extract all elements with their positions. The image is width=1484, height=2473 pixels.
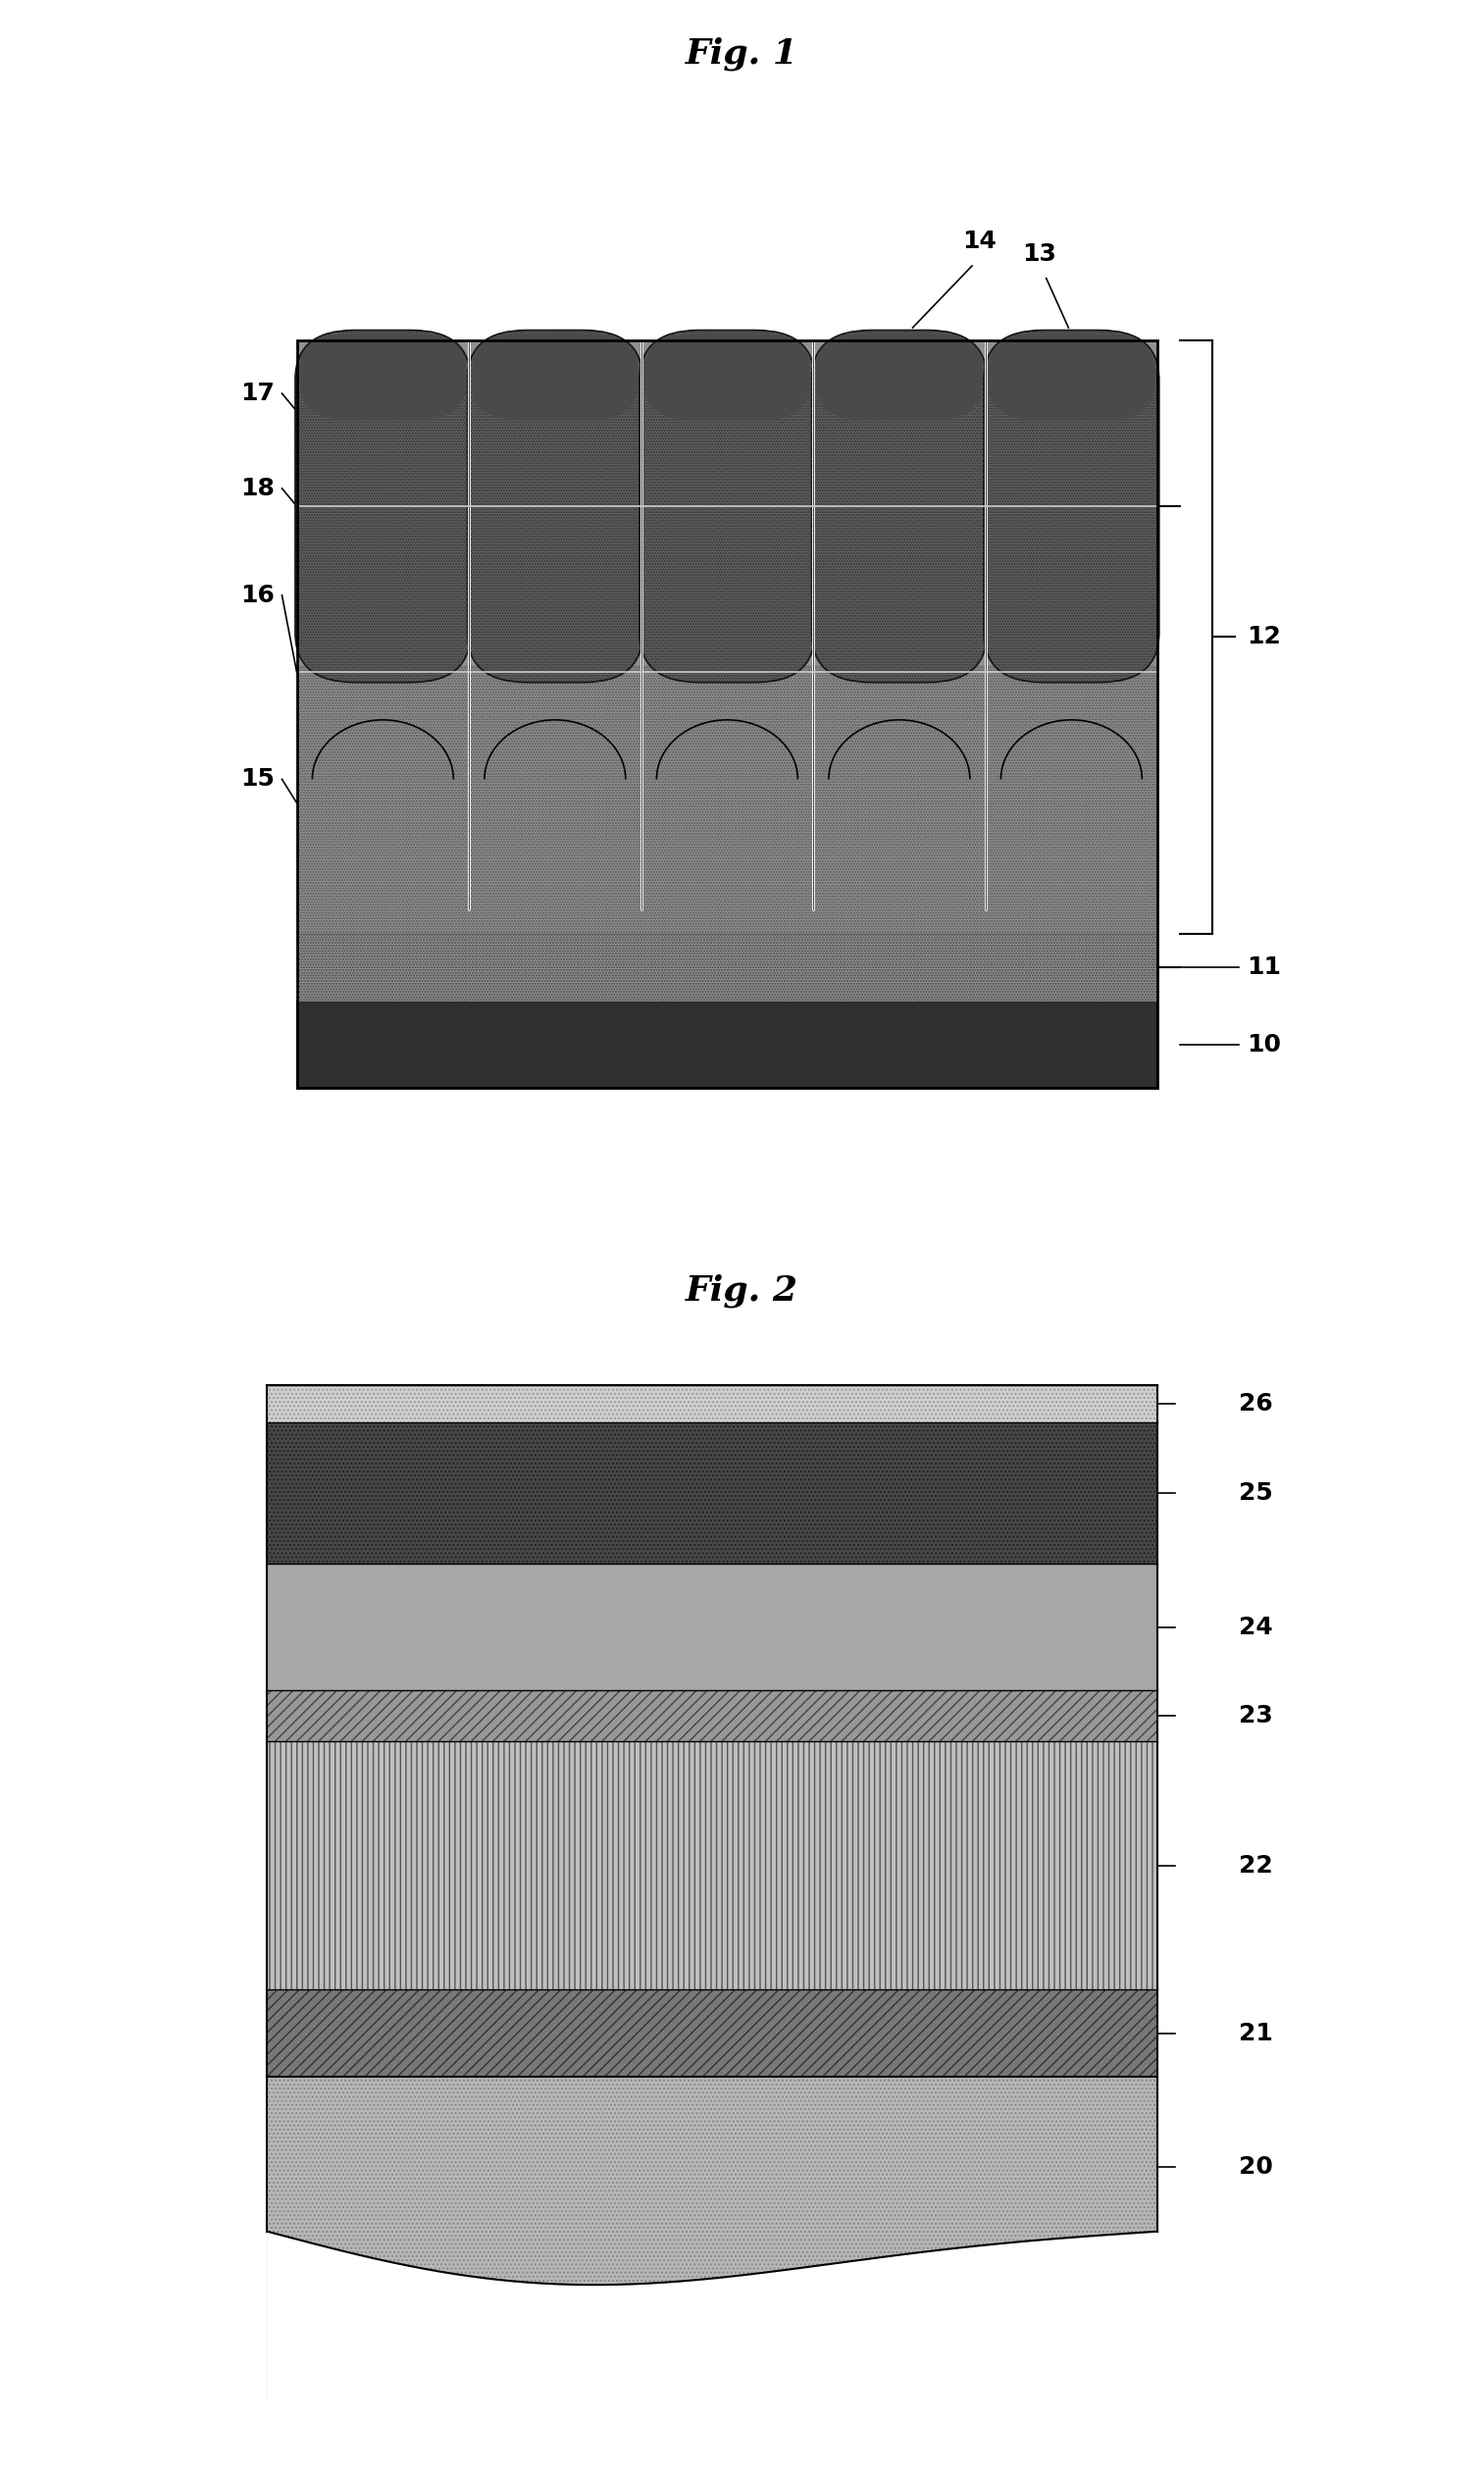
Bar (267, 1422, 1158, 1563)
FancyBboxPatch shape (295, 329, 470, 683)
Bar (267, 1692, 1158, 1741)
Bar (267, 1741, 1158, 1991)
Text: 25: 25 (1239, 1481, 1273, 1504)
Text: 17: 17 (240, 381, 275, 406)
Bar (297, 339, 1158, 932)
Text: 14: 14 (962, 230, 997, 255)
Text: 20: 20 (1239, 2156, 1273, 2179)
Bar (297, 665, 1158, 932)
Bar (297, 935, 1158, 1002)
Bar (267, 2077, 1158, 2399)
Bar (267, 1692, 1158, 1741)
Bar (297, 339, 1158, 1088)
Text: 15: 15 (240, 767, 275, 791)
Text: 21: 21 (1239, 2020, 1273, 2045)
Text: 11: 11 (1247, 955, 1281, 979)
Text: Fig. 1: Fig. 1 (686, 37, 798, 72)
Text: 12: 12 (1247, 626, 1281, 648)
FancyBboxPatch shape (812, 329, 987, 683)
Bar (267, 1991, 1158, 2077)
Bar (267, 2077, 1158, 2399)
Bar (267, 1422, 1158, 1563)
FancyBboxPatch shape (984, 329, 1159, 683)
Text: 22: 22 (1239, 1855, 1273, 1877)
FancyBboxPatch shape (472, 334, 638, 420)
FancyBboxPatch shape (640, 329, 815, 683)
FancyBboxPatch shape (816, 334, 982, 420)
FancyBboxPatch shape (300, 334, 466, 420)
Text: 23: 23 (1239, 1704, 1273, 1729)
FancyBboxPatch shape (988, 334, 1155, 420)
Bar (267, 1991, 1158, 2077)
Bar (297, 935, 1158, 1002)
Bar (297, 1002, 1158, 1088)
FancyBboxPatch shape (644, 334, 810, 420)
Bar (267, 1563, 1158, 1692)
Bar (267, 1385, 1158, 1422)
Text: 18: 18 (240, 477, 275, 500)
Text: 13: 13 (1021, 242, 1057, 267)
Bar (267, 1741, 1158, 1991)
Text: Fig. 2: Fig. 2 (686, 1274, 798, 1308)
FancyBboxPatch shape (467, 329, 643, 683)
Text: 10: 10 (1247, 1034, 1281, 1056)
Text: 26: 26 (1239, 1392, 1273, 1415)
Bar (267, 1385, 1158, 1422)
Text: 24: 24 (1239, 1615, 1273, 1640)
Text: 16: 16 (240, 584, 275, 606)
